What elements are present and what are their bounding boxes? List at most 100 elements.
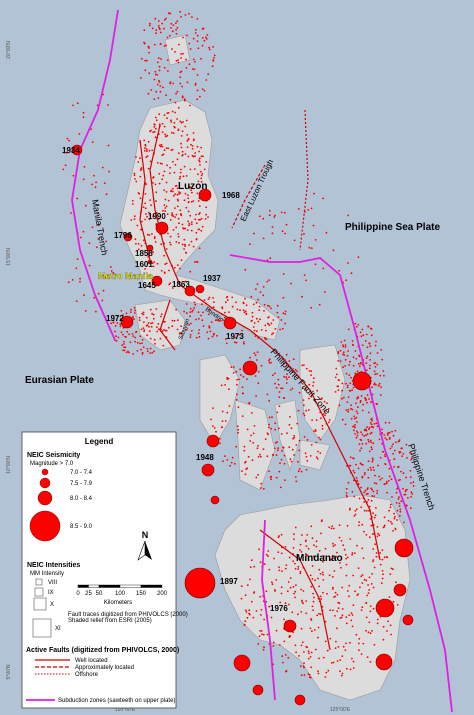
seismic-dot bbox=[188, 63, 191, 66]
seismic-dot bbox=[302, 590, 305, 592]
seismic-dot bbox=[389, 506, 392, 509]
seismic-dot bbox=[254, 354, 257, 357]
seismic-dot bbox=[365, 369, 368, 372]
earthquake bbox=[147, 259, 153, 265]
seismic-dot bbox=[374, 344, 377, 347]
seismic-dot bbox=[371, 457, 374, 460]
seismic-dot bbox=[357, 256, 360, 258]
scale-tick-label: 0 bbox=[76, 591, 80, 597]
seismic-dot bbox=[397, 498, 400, 500]
seismic-dot bbox=[346, 556, 349, 559]
seismic-dot bbox=[158, 81, 161, 83]
seismic-dot bbox=[173, 171, 176, 174]
seismic-dot bbox=[365, 362, 368, 364]
seismic-dot bbox=[309, 656, 312, 658]
seismic-dot bbox=[155, 127, 157, 130]
seismic-dot bbox=[155, 29, 158, 32]
seismic-dot bbox=[361, 409, 364, 412]
legend-label: Subduction zones (sawteeth on upper plat… bbox=[58, 698, 175, 704]
seismic-dot bbox=[305, 612, 308, 615]
seismic-dot bbox=[140, 348, 142, 351]
seismic-dot bbox=[391, 522, 393, 525]
seismic-dot bbox=[411, 493, 414, 495]
seismic-dot bbox=[341, 672, 344, 675]
seismic-dot bbox=[168, 269, 170, 272]
seismic-dot bbox=[272, 641, 275, 644]
seismic-dot bbox=[274, 447, 276, 450]
seismic-dot bbox=[271, 416, 273, 419]
seismic-dot bbox=[198, 317, 200, 320]
seismic-dot bbox=[343, 354, 346, 356]
seismic-dot bbox=[268, 399, 271, 402]
seismic-dot bbox=[137, 243, 140, 245]
seismic-dot bbox=[325, 671, 328, 674]
seismic-dot bbox=[365, 434, 367, 437]
seismic-dot bbox=[297, 208, 300, 210]
seismic-dot bbox=[213, 427, 216, 429]
seismic-dot bbox=[345, 574, 348, 577]
legend-label: 7.0 - 7.4 bbox=[70, 470, 93, 476]
seismic-dot bbox=[389, 503, 392, 506]
seismic-dot bbox=[356, 544, 358, 547]
seismic-dot bbox=[91, 141, 94, 144]
seismic-dot bbox=[369, 605, 372, 607]
seismic-dot bbox=[179, 71, 182, 74]
seismic-dot bbox=[366, 346, 369, 349]
seismic-dot bbox=[143, 29, 146, 32]
seismic-dot bbox=[195, 260, 198, 263]
seismic-dot bbox=[166, 59, 169, 61]
seismic-dot bbox=[244, 594, 247, 597]
seismic-dot bbox=[136, 350, 139, 352]
seismic-dot bbox=[284, 670, 287, 673]
seismic-dot bbox=[233, 341, 236, 344]
seismic-dot bbox=[342, 351, 345, 354]
seismic-dot bbox=[318, 585, 321, 588]
seismic-dot bbox=[154, 73, 157, 76]
seismic-dot bbox=[158, 172, 161, 175]
seismic-dot bbox=[240, 585, 243, 588]
seismic-dot bbox=[303, 662, 305, 664]
north-arrow bbox=[145, 541, 152, 560]
seismic-dot bbox=[207, 216, 209, 219]
seismic-dot bbox=[387, 480, 390, 482]
seismic-dot bbox=[162, 86, 164, 89]
seismic-dot bbox=[344, 346, 347, 348]
seismic-dot bbox=[284, 602, 287, 605]
magnitude-symbol bbox=[39, 477, 51, 489]
seismic-dot bbox=[161, 330, 164, 332]
seismic-dot bbox=[203, 299, 206, 302]
seismic-dot bbox=[370, 446, 373, 449]
seismic-dot bbox=[381, 549, 384, 552]
seismic-dot bbox=[206, 34, 209, 36]
seismic-dot bbox=[334, 615, 336, 617]
seismic-dot bbox=[308, 383, 311, 386]
seismic-dot bbox=[365, 493, 368, 496]
seismic-dot bbox=[372, 586, 375, 589]
seismic-dot bbox=[398, 514, 401, 517]
seismic-dot bbox=[311, 578, 314, 580]
seismic-dot bbox=[367, 468, 370, 471]
seismic-dot bbox=[186, 134, 189, 136]
seismic-dot bbox=[350, 612, 353, 614]
seismic-dot bbox=[189, 186, 192, 189]
seismic-dot bbox=[88, 264, 91, 267]
seismic-dot bbox=[292, 560, 294, 562]
seismic-dot bbox=[267, 323, 270, 325]
seismic-dot bbox=[221, 307, 224, 310]
seismic-dot bbox=[191, 16, 193, 18]
seismic-dot bbox=[154, 241, 157, 243]
seismic-dot bbox=[148, 47, 150, 49]
seismic-dot bbox=[149, 352, 152, 354]
seismic-dot bbox=[312, 600, 315, 603]
seismic-dot bbox=[180, 325, 183, 328]
seismic-dot bbox=[96, 246, 98, 249]
seismic-dot bbox=[284, 232, 286, 235]
seismic-dot bbox=[296, 422, 299, 425]
seismic-dot bbox=[400, 500, 403, 502]
seismic-dot bbox=[158, 182, 161, 185]
seismic-dot bbox=[249, 578, 251, 581]
seismic-dot bbox=[153, 236, 156, 238]
seismic-dot bbox=[201, 88, 204, 90]
seismic-dot bbox=[271, 583, 274, 586]
seismic-dot bbox=[282, 362, 285, 365]
